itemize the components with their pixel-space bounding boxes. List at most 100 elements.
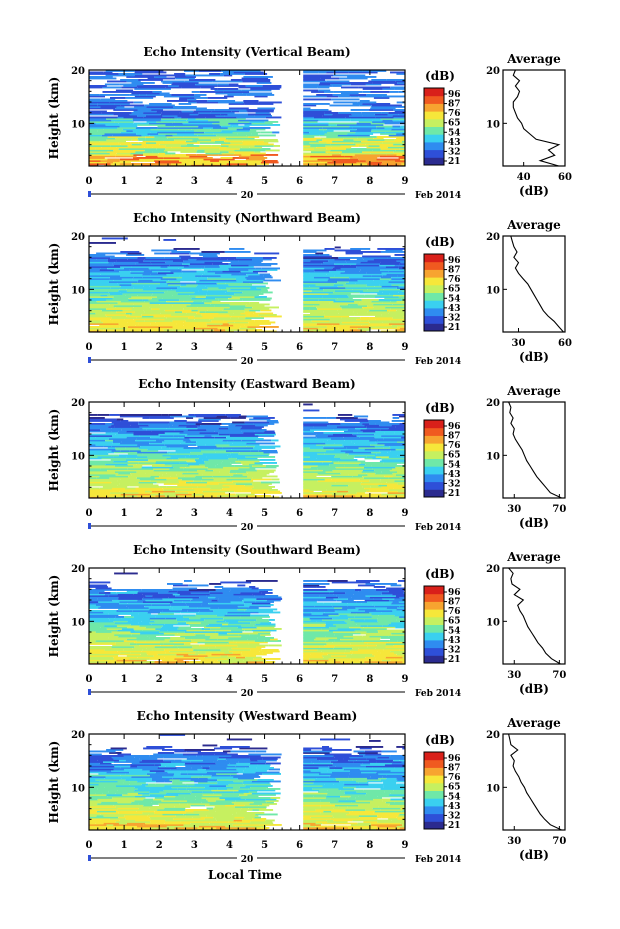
heatmap-cell [149,608,170,611]
heatmap-cell [333,598,348,600]
heatmap-cell [303,602,324,605]
heatmap-cell [269,421,279,424]
heatmap-cell [318,608,328,611]
heatmap-cell [89,777,105,780]
heatmap-cell [196,441,228,443]
heatmap-cell [166,457,179,460]
heatmap-cell [133,130,157,132]
heatmap-cell [332,267,341,270]
heatmap-cell [125,447,139,449]
heatmap-cell [189,155,208,158]
heatmap-cell [89,595,109,597]
x-tick-label: 8 [366,508,373,519]
heatmap-cell [334,266,357,268]
heatmap-cell [142,601,173,603]
heatmap-cell [341,308,364,310]
heatmap-cell [207,258,228,261]
average-x-tick-label: 60 [558,338,572,349]
heatmap-cell [335,279,358,282]
heatmap-cell [89,266,101,268]
heatmap-cell [402,655,405,657]
heatmap-cell [179,157,202,159]
heatmap-cell [108,438,137,440]
heatmap-cell [134,71,167,74]
heatmap-cell [372,767,395,769]
heatmap-cell [381,471,397,473]
heatmap-cell [109,818,126,820]
heatmap-cell [216,134,247,137]
heatmap-cell [89,765,115,768]
heatmap-cell [333,433,353,436]
heatmap-cell [177,273,203,276]
heatmap-cell [234,465,253,467]
heatmap-cell [318,767,330,769]
heatmap-cell [170,637,185,639]
heatmap-cell [386,587,405,590]
heatmap-cell [219,137,226,140]
colorbar-swatch [424,435,444,444]
heatmap-cell [204,266,220,268]
heatmap-cell [392,593,405,596]
heatmap-cell [121,86,138,89]
heatmap-cell [148,424,173,427]
x-tick-label: 0 [86,176,93,187]
heatmap-cell [153,753,183,756]
heatmap-cell [131,634,160,636]
heatmap-cell [198,492,226,494]
heatmap-cell [146,429,175,431]
heatmap-cell [89,451,108,454]
heatmap-cell [162,276,182,279]
heatmap-cell [346,493,361,496]
heatmap-cell [89,107,116,110]
heatmap-cell [252,818,267,820]
heatmap-cell [324,783,334,786]
heatmap-cell [401,462,405,464]
heatmap-cell [196,312,219,315]
heatmap-cell [211,435,230,437]
heatmap-cell [303,794,327,796]
heatmap-cell [367,813,400,816]
heatmap-cell [303,270,315,273]
heatmap-cell [360,632,392,635]
heatmap-cell [95,587,112,590]
heatmap-cell [89,598,98,600]
heatmap-cell [316,777,336,780]
heatmap-cell [394,801,405,804]
heatmap-cell [215,589,231,591]
heatmap-cell [238,453,270,455]
heatmap-cell [219,318,252,321]
heatmap-cell [219,148,240,150]
heatmap-cell [212,475,231,478]
heatmap-cell [239,794,248,796]
heatmap-cell [195,109,215,111]
heatmap-cell [303,74,334,77]
heatmap-cell [117,302,150,304]
colorbar-swatch [424,759,444,768]
heatmap-cell [100,813,132,816]
heatmap-cell [220,581,252,584]
heatmap-cell [236,116,266,119]
heatmap-cell [112,827,133,829]
heatmap-cell [375,441,397,443]
heatmap-cell [152,151,168,153]
heatmap-cell [240,270,253,273]
heatmap-cell [193,327,218,330]
heatmap-cell [130,765,137,768]
heatmap-cell [303,273,327,276]
heatmap-cell [98,296,114,298]
heatmap-cell [328,765,336,768]
heatmap-cell [160,119,187,122]
heatmap-cell [397,441,405,443]
heatmap-cell [89,481,112,484]
heatmap-cell [135,324,158,327]
heatmap-cell [89,118,107,120]
heatmap-cell [97,103,115,105]
heatmap-cell [130,764,155,766]
heatmap-cell [135,320,145,322]
heatmap-cell [198,782,218,784]
heatmap-cell [350,824,372,826]
heatmap-cell [227,279,237,282]
heatmap-cell [149,326,173,328]
heatmap-cell [193,110,212,113]
heatmap-cell [111,481,139,484]
